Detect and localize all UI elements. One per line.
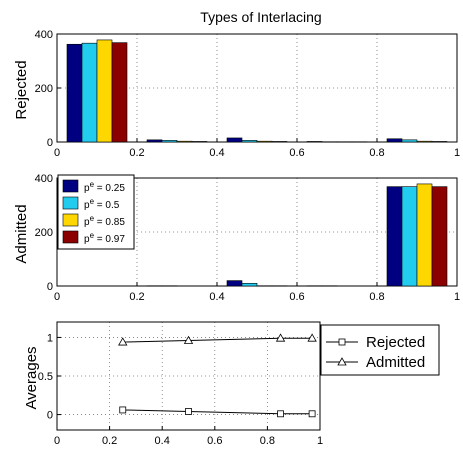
bar: [176, 140, 193, 143]
bar: [416, 140, 433, 143]
bar: [256, 140, 273, 143]
x-tick-label: 0.8: [260, 435, 275, 447]
x-tick-label: 0: [54, 147, 60, 159]
x-tick-label: 0.8: [369, 291, 384, 303]
bar: [401, 186, 418, 287]
bar: [306, 285, 323, 287]
legend-swatch: [62, 179, 79, 193]
series-line: [122, 409, 313, 415]
series-line: [122, 337, 313, 343]
bar: [416, 183, 433, 287]
bar: [431, 186, 448, 287]
y-tick-label: 0: [47, 281, 53, 293]
rejected-panel: Rejected 0 0.2 0.4 0.6 0.8 1 0 200 400: [13, 29, 460, 159]
x-tick-label: 0.8: [369, 147, 384, 159]
bar: [161, 140, 178, 143]
bar: [256, 285, 273, 287]
data-point: [118, 337, 128, 346]
data-point: [183, 335, 194, 344]
bar: [161, 285, 178, 287]
averages-y-label: Averages: [23, 346, 40, 409]
bar: [386, 138, 403, 143]
legend-marker: [338, 338, 346, 346]
legend-label: Admitted: [366, 354, 425, 371]
bar: [191, 141, 208, 143]
legend-label: pe = 0.5: [84, 197, 120, 211]
bar: [321, 141, 338, 143]
legend-label: pe = 0.97: [84, 231, 125, 245]
x-tick-label: 0.4: [155, 435, 170, 447]
bar: [241, 140, 258, 143]
bar: [226, 280, 243, 287]
bar: [146, 285, 163, 287]
x-tick-label: 0.2: [129, 147, 144, 159]
data-point: [308, 410, 316, 418]
chart-title: Types of Interlacing: [200, 9, 321, 25]
x-tick-label: 0.6: [289, 147, 304, 159]
x-tick-label: 0.2: [102, 435, 117, 447]
data-point: [185, 408, 192, 415]
legend-label: pe = 0.25: [84, 180, 125, 194]
legend-label: Rejected: [366, 334, 425, 351]
y-tick-label: 200: [35, 83, 53, 95]
bar: [386, 186, 403, 287]
y-tick-label: 0: [47, 410, 53, 422]
x-tick-label: 1: [454, 147, 460, 159]
legend-marker: [337, 357, 347, 366]
x-tick-label: 0.4: [209, 147, 224, 159]
bar: [271, 285, 288, 287]
x-tick-label: 0.4: [209, 291, 224, 303]
data-point: [307, 333, 317, 342]
x-tick-label: 0: [54, 435, 60, 447]
admitted-y-label: Admitted: [13, 204, 30, 263]
bar: [336, 141, 353, 143]
legend-swatch: [62, 230, 79, 244]
bar-legend: pe = 0.25 pe = 0.5 pe = 0.85 pe = 0.97: [57, 174, 135, 250]
bar: [111, 42, 128, 143]
bar: [96, 39, 113, 143]
data-point: [119, 406, 127, 414]
y-tick-label: 0.5: [38, 371, 53, 383]
legend-swatch: [62, 213, 79, 227]
x-tick-label: 0.6: [207, 435, 222, 447]
x-tick-label: 0: [54, 291, 60, 303]
data-point: [277, 410, 284, 418]
y-tick-label: 400: [35, 29, 53, 41]
y-tick-label: 0: [47, 137, 53, 149]
data-point: [275, 333, 286, 342]
y-tick-label: 400: [35, 173, 53, 185]
x-tick-label: 1: [454, 291, 460, 303]
bar: [321, 285, 338, 287]
x-tick-label: 0.2: [129, 291, 144, 303]
line-legend: Rejected Admitted: [320, 324, 440, 376]
rejected-y-label: Rejected: [13, 60, 30, 119]
bar: [241, 282, 258, 287]
legend-label: pe = 0.85: [84, 214, 125, 228]
bar: [81, 42, 98, 143]
admitted-panel: Admitted 0 0.2 0.4 0.6 0.8 1 0 200 400: [13, 173, 460, 303]
bar: [226, 137, 243, 143]
bar: [271, 141, 288, 143]
bar: [66, 43, 83, 143]
bar: [146, 139, 163, 143]
averages-panel: Averages 0 0.2 0.4 0.6 0.8 1 0 0.5 1: [23, 321, 323, 447]
bar: [306, 141, 323, 143]
legend-swatch: [62, 196, 79, 210]
bar: [351, 141, 368, 143]
y-tick-label: 1: [47, 332, 53, 344]
bar: [431, 141, 448, 143]
x-tick-label: 1: [317, 435, 323, 447]
x-tick-label: 0.6: [289, 291, 304, 303]
line-legend-box: [320, 324, 440, 376]
bar: [401, 139, 418, 143]
y-tick-label: 200: [35, 227, 53, 239]
